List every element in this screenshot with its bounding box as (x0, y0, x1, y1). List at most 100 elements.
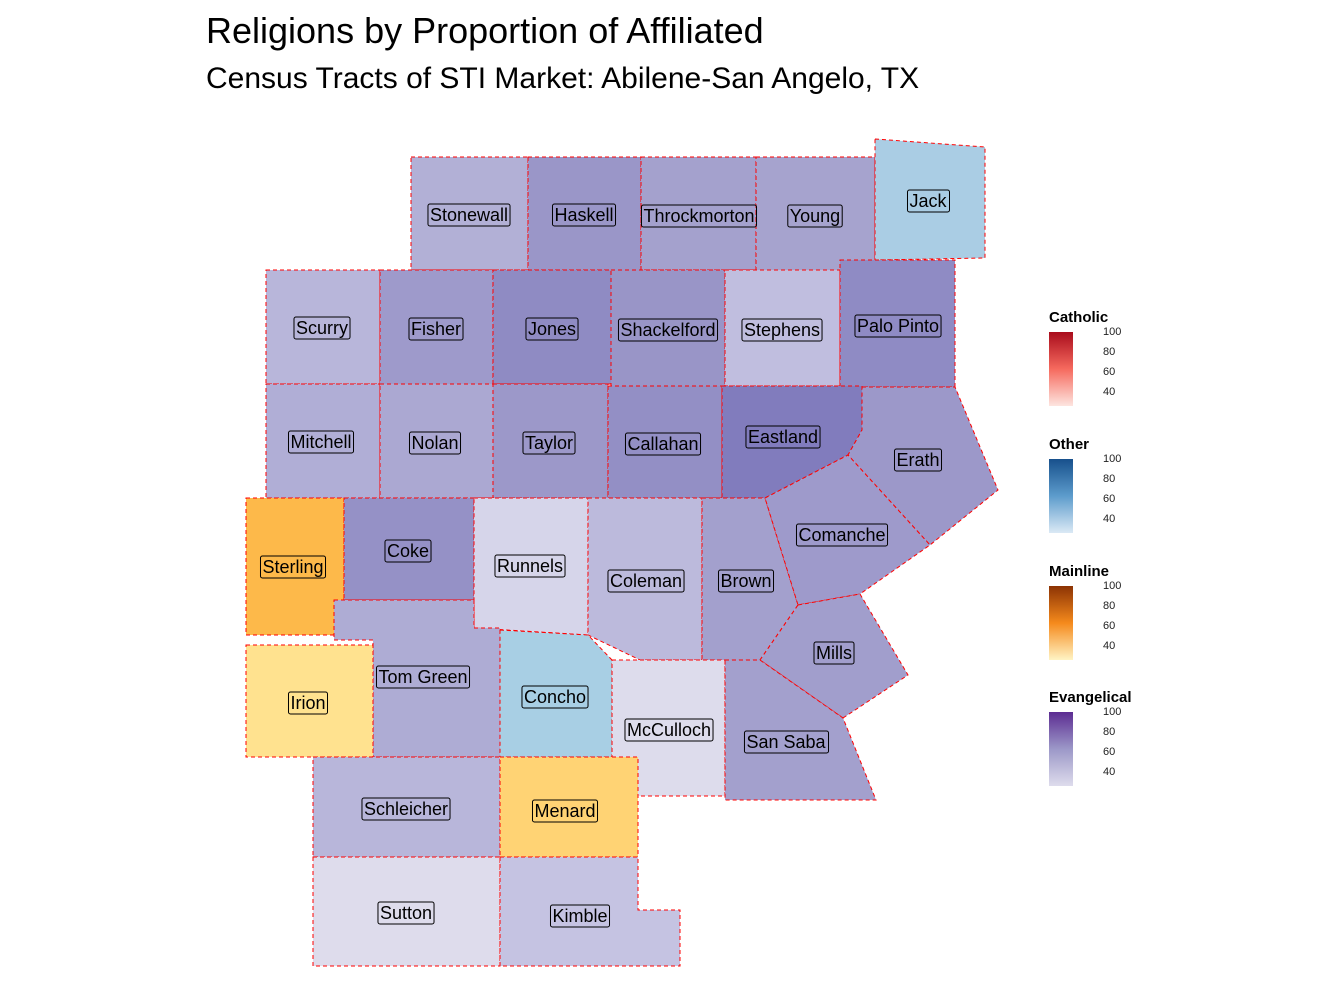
county-label-nolan: Nolan (411, 433, 458, 453)
county-runnels (473, 497, 589, 636)
county-label-box-runnels (494, 554, 566, 578)
legend-colorbar (1049, 586, 1073, 660)
county-label-irion: Irion (290, 693, 325, 713)
map-title: Religions by Proportion of Affiliated (206, 10, 764, 51)
county-label-tom-green: Tom Green (378, 667, 467, 687)
county-label-box-tom-green (375, 665, 471, 689)
legend-tick: 100 (1103, 326, 1122, 338)
county-label-coke: Coke (387, 541, 429, 561)
county-label-fisher: Fisher (411, 319, 461, 339)
county-label-box-mills (813, 641, 855, 665)
county-label-box-shackelford (617, 318, 719, 342)
county-label-box-sutton (377, 901, 435, 925)
county-jack (874, 138, 986, 261)
legend-tick: 80 (1103, 600, 1116, 612)
legend-tick: 80 (1103, 473, 1116, 485)
legend-tick: 40 (1103, 386, 1116, 398)
county-label-box-throckmorton (640, 204, 758, 228)
county-label-mitchell: Mitchell (290, 432, 351, 452)
county-label-box-stephens (741, 318, 823, 342)
legend-other: Other 100 80 60 40 (1049, 436, 1169, 537)
county-labels: Stonewall Haskell Throckmorton Young Jack Scu… (259, 189, 951, 928)
county-label-sterling: Sterling (262, 557, 323, 577)
county-label-shackelford: Shackelford (620, 320, 715, 340)
county-label-box-haskell (551, 203, 617, 227)
county-kimble (499, 856, 681, 967)
county-shackelford (610, 269, 726, 387)
legend-tick: 40 (1103, 766, 1116, 778)
county-label-coleman: Coleman (610, 571, 682, 591)
county-label-concho: Concho (524, 687, 586, 707)
legend-tick: 60 (1103, 620, 1116, 632)
county-label-box-young (787, 204, 843, 228)
county-label-box-schleicher (361, 797, 451, 821)
map-subtitle: Census Tracts of STI Market: Abilene-San… (206, 62, 920, 95)
county-label-box-callahan (624, 432, 702, 456)
county-label-box-concho (521, 685, 589, 709)
county-label-box-brown (717, 569, 775, 593)
legend-tick: 40 (1103, 640, 1116, 652)
county-label-box-sterling (259, 555, 327, 579)
county-label-palo-pinto: Palo Pinto (857, 316, 939, 336)
county-label-box-kimble (549, 904, 611, 928)
county-label-callahan: Callahan (627, 434, 698, 454)
legend-tick: 80 (1103, 726, 1116, 738)
county-label-taylor: Taylor (525, 433, 573, 453)
legend-mainline: Mainline 100 80 60 40 (1049, 563, 1169, 664)
county-label-box-mitchell (287, 430, 355, 454)
legend-title: Evangelical (1049, 689, 1132, 706)
county-label-menard: Menard (534, 801, 595, 821)
county-label-box-san-saba (743, 730, 830, 754)
legend-colorbar (1049, 459, 1073, 533)
county-label-stephens: Stephens (744, 320, 820, 340)
county-label-box-jack (906, 189, 951, 213)
county-label-box-stonewall (427, 203, 511, 227)
county-label-box-coke (384, 539, 432, 563)
legend-title: Mainline (1049, 563, 1110, 580)
county-label-box-coleman (607, 569, 685, 593)
legend-tick: 60 (1103, 366, 1116, 378)
county-label-box-irion (287, 691, 329, 715)
legend-tick: 100 (1103, 453, 1122, 465)
county-label-box-eastland (745, 425, 821, 449)
county-label-box-nolan (408, 431, 462, 455)
legend-tick: 60 (1103, 493, 1116, 505)
legend-title: Catholic (1049, 309, 1109, 326)
county-label-haskell: Haskell (554, 205, 613, 225)
county-shapes (245, 138, 999, 967)
county-label-box-comanche (795, 523, 889, 547)
legend-tick: 100 (1103, 706, 1122, 718)
county-taylor (492, 383, 609, 499)
county-brown (701, 497, 799, 661)
county-label-box-scurry (293, 316, 351, 340)
county-label-kimble: Kimble (552, 906, 607, 926)
county-label-box-taylor (522, 431, 576, 455)
legend-tick: 100 (1103, 580, 1122, 592)
county-label-box-fisher (408, 317, 464, 341)
legend-colorbar (1049, 332, 1073, 406)
county-stonewall (410, 156, 529, 271)
county-coleman (587, 497, 703, 661)
county-label-box-jones (525, 317, 579, 341)
county-label-scurry: Scurry (296, 318, 348, 338)
county-label-sutton: Sutton (380, 903, 432, 923)
county-label-young: Young (790, 206, 840, 226)
county-label-box-erath (893, 448, 943, 472)
county-label-box-menard (531, 799, 599, 823)
county-label-jack: Jack (909, 191, 947, 211)
county-label-box-palo-pinto (854, 314, 942, 338)
county-label-brown: Brown (720, 571, 771, 591)
county-san-saba (724, 659, 877, 801)
county-label-erath: Erath (896, 450, 939, 470)
county-comanche (764, 454, 931, 606)
legend-catholic: Catholic 100 80 60 40 (1049, 309, 1169, 410)
county-label-mcculloch: McCulloch (627, 720, 711, 740)
county-label-san-saba: San Saba (746, 732, 826, 752)
county-label-comanche: Comanche (798, 525, 885, 545)
legend-title: Other (1049, 436, 1090, 453)
legend-tick: 80 (1103, 346, 1116, 358)
county-label-box-mcculloch (624, 718, 714, 742)
county-erath (847, 386, 999, 546)
county-label-jones: Jones (528, 319, 576, 339)
county-label-runnels: Runnels (497, 556, 563, 576)
